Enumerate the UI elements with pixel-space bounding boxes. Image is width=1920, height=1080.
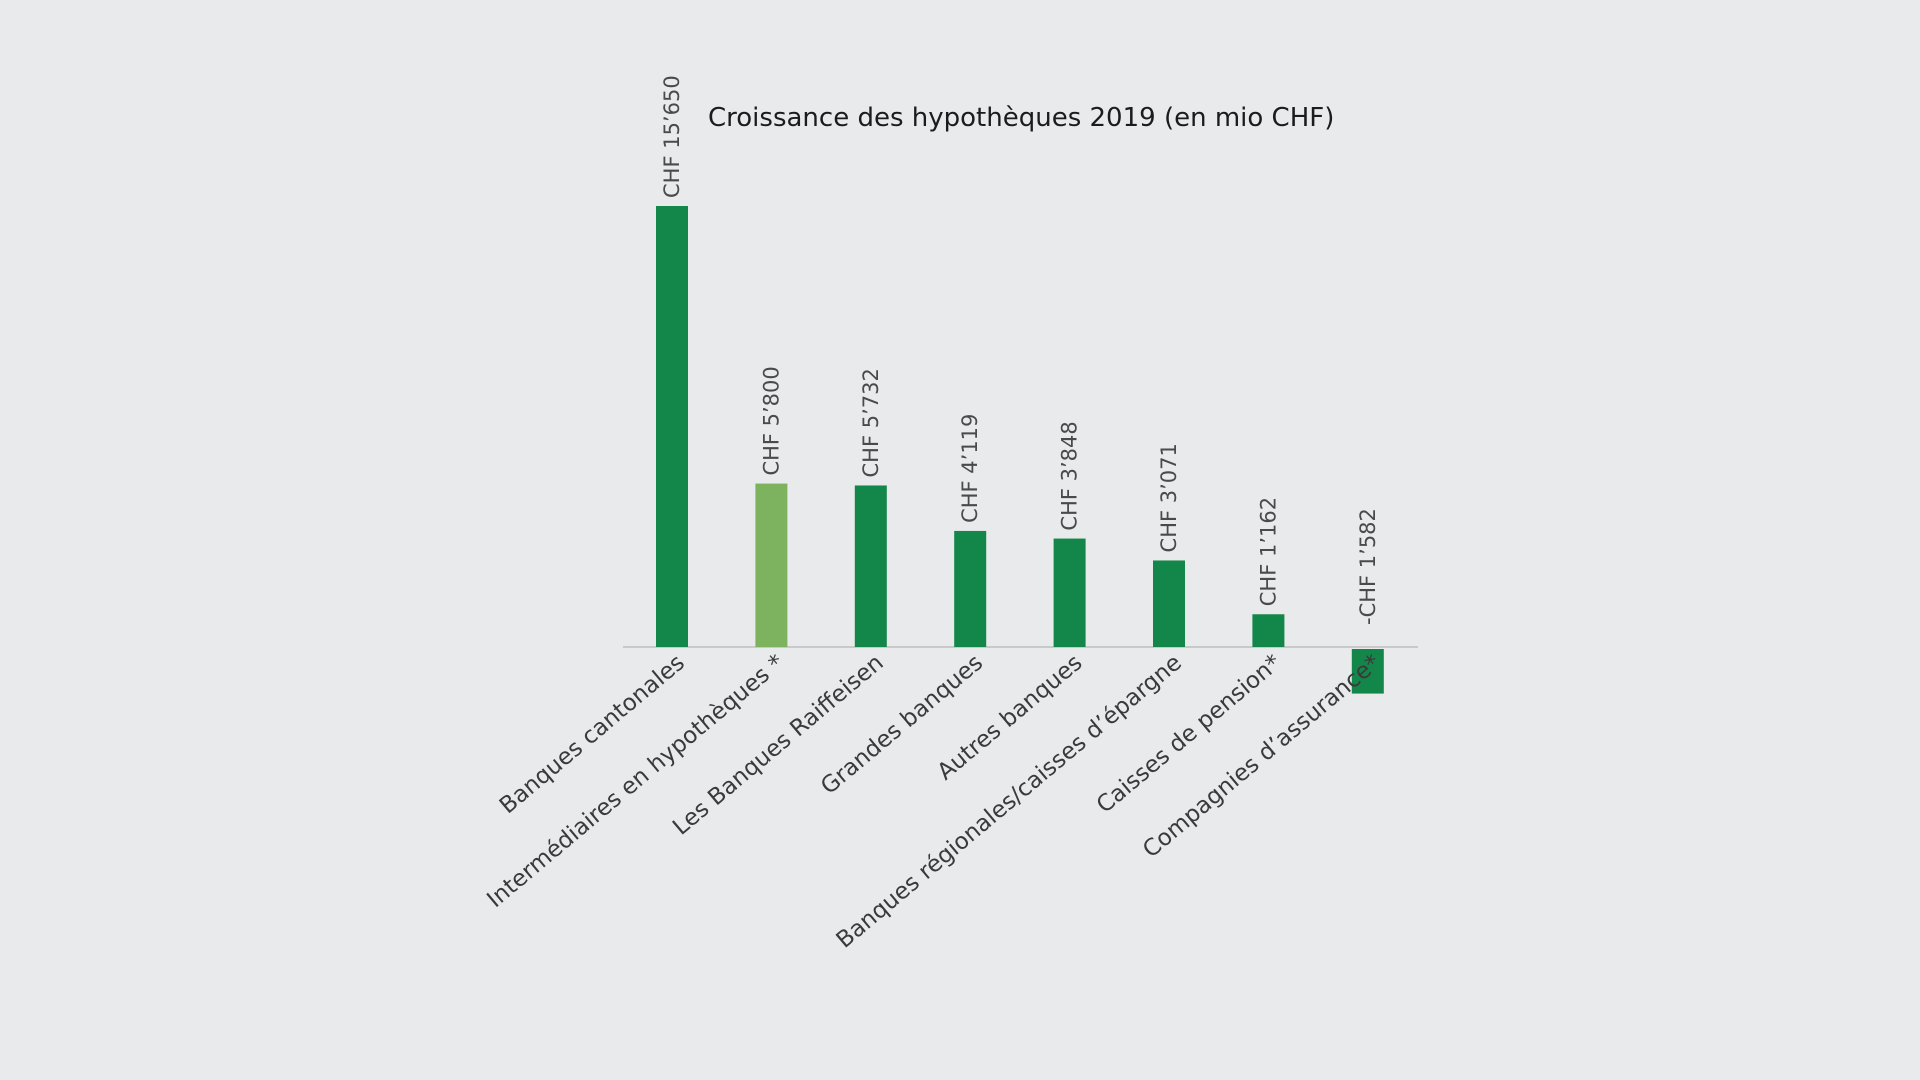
value-label-1: CHF 5’800 — [759, 366, 783, 475]
value-label-7: -CHF 1’582 — [1356, 508, 1380, 625]
value-labels-group: CHF 15’650 CHF 5’800 CHF 5’732 CHF 4’119 CHF… — [660, 75, 1380, 625]
chart-title: Croissance des hypothèques 2019 (en mio … — [708, 103, 1334, 133]
bars-group — [656, 206, 1384, 694]
value-label-3: CHF 4’119 — [958, 414, 982, 523]
category-label-6: Caisses de pension* — [1092, 650, 1286, 819]
bar-3 — [954, 530, 987, 647]
value-label-6: CHF 1’162 — [1256, 497, 1280, 606]
category-label-3: Grandes banques — [816, 650, 988, 800]
bar-5 — [1153, 560, 1185, 647]
value-label-5: CHF 3’071 — [1157, 443, 1181, 552]
value-label-2: CHF 5’732 — [859, 368, 883, 477]
value-label-4: CHF 3’848 — [1058, 421, 1082, 530]
category-label-0: Banques cantonales — [495, 650, 690, 819]
value-label-0: CHF 15’650 — [660, 75, 684, 198]
bar-6 — [1252, 614, 1285, 647]
bar-7 — [1351, 649, 1384, 694]
bar-0 — [656, 206, 688, 647]
category-label-5: Banques régionales/caisses d’épargne — [832, 650, 1187, 954]
bar-1 — [755, 483, 788, 647]
bar-4 — [1053, 538, 1086, 647]
bar-2 — [854, 485, 887, 647]
